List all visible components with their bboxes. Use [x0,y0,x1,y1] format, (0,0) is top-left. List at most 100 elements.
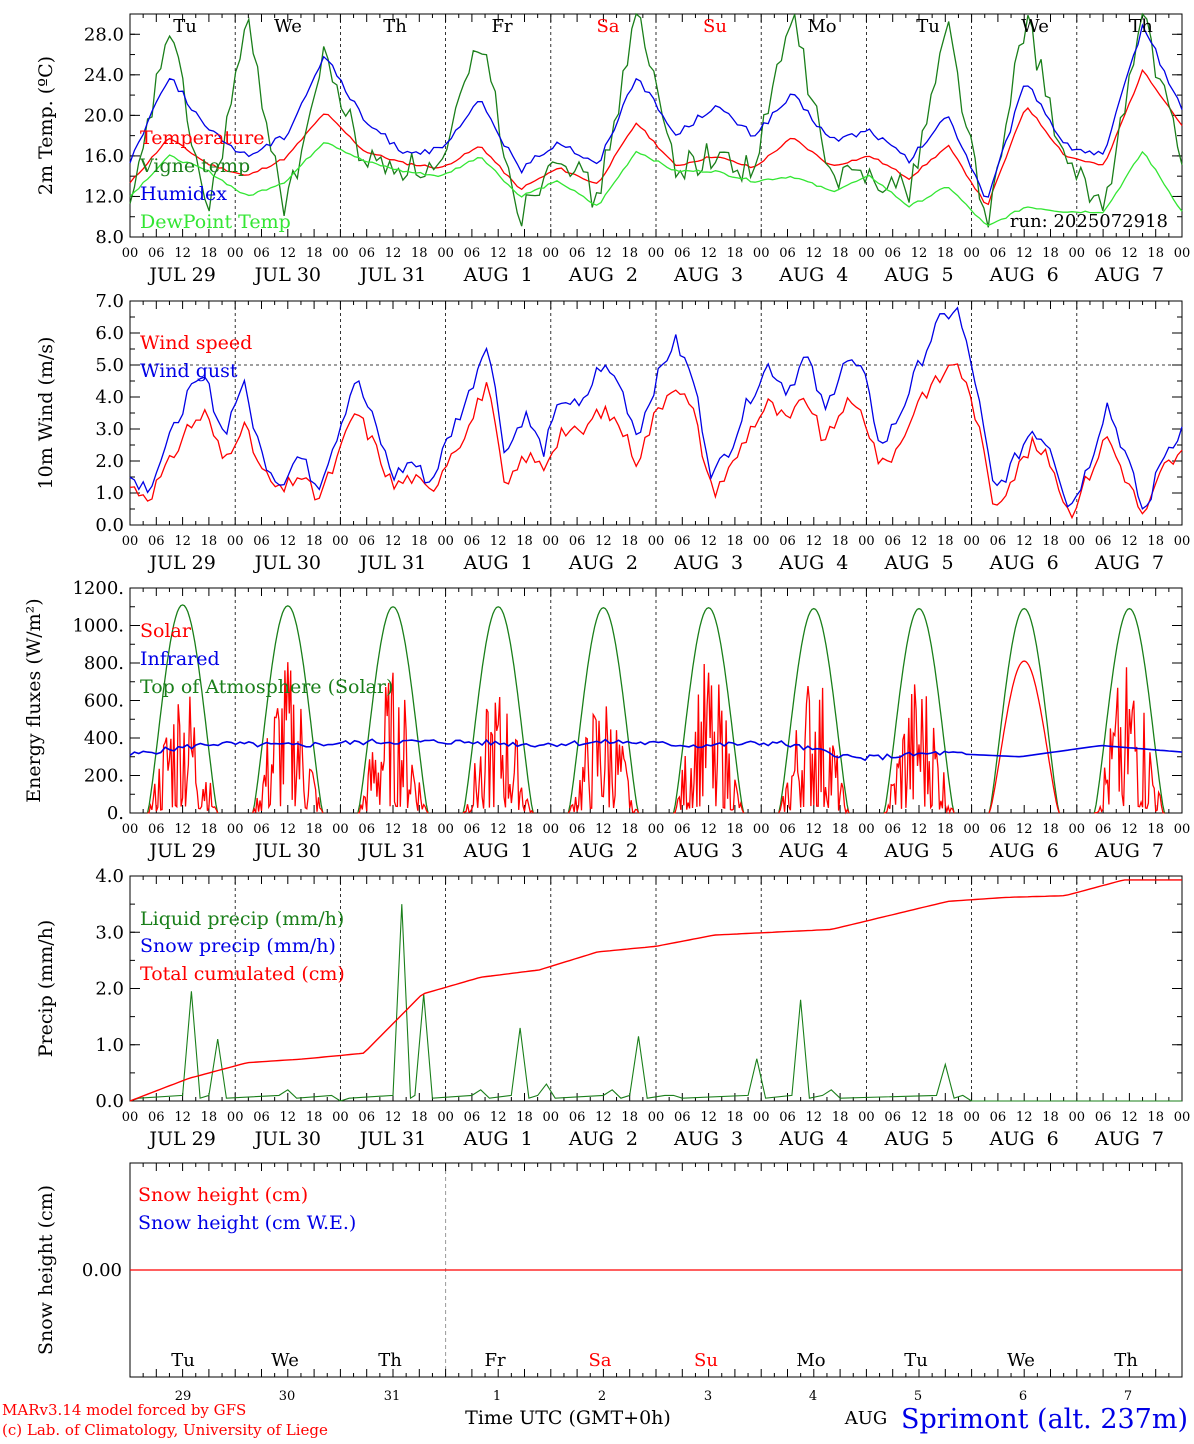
y-tick-label: 1200. [72,578,124,599]
hour-tick-label: 12 [174,822,191,837]
hour-tick-label: 00 [122,1110,139,1125]
hour-tick-label: 06 [253,534,270,549]
hour-tick-label: 00 [1069,1110,1086,1125]
hour-tick-label: 00 [332,822,349,837]
hour-tick-label: 00 [122,534,139,549]
series-line-dewpoint-temp [129,142,1183,227]
legend-dewpoint: DewPoint Temp [140,211,291,233]
hour-tick-label: 12 [806,1110,823,1125]
hour-tick-label: 12 [385,246,402,261]
date-label: AUG 5 [883,552,953,574]
legend-snow-precip: Snow precip (mm/h) [140,935,336,957]
hour-tick-label: 18 [937,534,954,549]
date-label: AUG 7 [1094,840,1164,862]
weekday-label: Mo [796,1350,825,1371]
hour-tick-label: 18 [1147,246,1164,261]
series-line-solar [147,696,219,814]
hour-tick-label: 00 [1069,534,1086,549]
date-label: AUG 4 [778,1128,848,1150]
date-label: AUG 5 [883,1128,953,1150]
series-line-solar [567,706,640,814]
hour-tick-label: 00 [227,822,244,837]
weekday-label: We [274,16,302,37]
y-tick-label: 20.0 [84,105,124,126]
hour-tick-label: 06 [148,822,165,837]
date-label: AUG 2 [568,1128,638,1150]
hour-tick-label: 00 [227,1110,244,1125]
hour-tick-label: 06 [674,1110,691,1125]
series-line-top-of-atmosphere [462,606,534,814]
date-label: AUG 4 [778,552,848,574]
hour-tick-label: 00 [648,534,665,549]
hour-tick-label: 12 [1121,534,1138,549]
run-label: run: 2025072918 [1010,211,1168,232]
date-label: JUL 31 [358,1128,426,1150]
y-tick-label: 3.0 [95,419,124,440]
hour-tick-label: 06 [674,246,691,261]
date-label: JUL 30 [253,264,321,286]
hour-tick-label: 12 [174,534,191,549]
hour-tick-label: 00 [753,822,770,837]
hour-tick-label: 12 [490,1110,507,1125]
y-tick-label: 24.0 [84,65,124,86]
y-tick-label: 0. [107,803,124,824]
hour-tick-label: 12 [1016,246,1033,261]
hour-tick-label: 06 [358,822,375,837]
hour-tick-label: 06 [253,1110,270,1125]
hour-tick-label: 18 [1147,1110,1164,1125]
legend-solar: Solar [140,620,192,642]
hour-tick-label: 06 [569,246,586,261]
weekday-label: We [271,1350,299,1371]
day-number: 29 [175,1389,192,1404]
hour-tick-label: 00 [1174,822,1191,837]
hour-tick-label: 18 [411,1110,428,1125]
hour-tick-label: 00 [753,246,770,261]
series-line-solar [778,685,850,815]
date-label: AUG 2 [568,264,638,286]
date-label: AUG 3 [673,1128,743,1150]
hour-tick-label: 06 [1095,246,1112,261]
hour-tick-label: 12 [1016,822,1033,837]
hour-tick-label: 06 [569,534,586,549]
date-label: AUG 6 [989,1128,1059,1150]
legend-vigne-temp: Vigne temp [139,155,250,177]
hour-tick-label: 12 [385,534,402,549]
date-label: AUG 3 [673,552,743,574]
date-label: JUL 31 [358,840,426,862]
day-number: 31 [384,1389,401,1404]
series-line-top-of-atmosphere [988,607,1060,814]
hour-tick-label: 12 [595,246,612,261]
hour-tick-label: 12 [806,822,823,837]
y-tick-label: 800. [84,653,124,674]
date-label: JUL 31 [358,552,426,574]
series-line-top-of-atmosphere [778,607,850,814]
day-number: 30 [279,1389,296,1404]
hour-tick-label: 18 [621,822,638,837]
series-line-solar [883,684,955,815]
hour-tick-label: 18 [937,1110,954,1125]
hour-tick-label: 12 [1121,822,1138,837]
y-tick-label: 28.0 [84,24,124,45]
hour-tick-label: 12 [1016,1110,1033,1125]
hour-tick-label: 12 [806,534,823,549]
date-label: AUG 3 [673,264,743,286]
credit-line-1: MARv3.14 model forced by GFS [2,1401,246,1419]
hour-tick-label: 12 [911,534,928,549]
hour-tick-label: 06 [1095,822,1112,837]
weekday-label: Th [383,16,407,37]
date-label: JUL 30 [253,840,321,862]
y-axis-title: Precip (mm/h) [35,920,57,1058]
legend-snow-height: Snow height (cm) [138,1184,308,1206]
hour-tick-label: 00 [437,822,454,837]
hour-tick-label: 00 [543,534,560,549]
hour-tick-label: 12 [700,822,717,837]
hour-tick-label: 18 [1042,246,1059,261]
hour-tick-label: 00 [122,246,139,261]
hour-tick-label: 18 [621,534,638,549]
hour-tick-label: 18 [937,822,954,837]
hour-tick-label: 18 [832,534,849,549]
date-label: AUG 4 [778,264,848,286]
hour-tick-label: 06 [569,822,586,837]
y-tick-label: 3.0 [95,922,124,943]
hour-tick-label: 06 [884,1110,901,1125]
